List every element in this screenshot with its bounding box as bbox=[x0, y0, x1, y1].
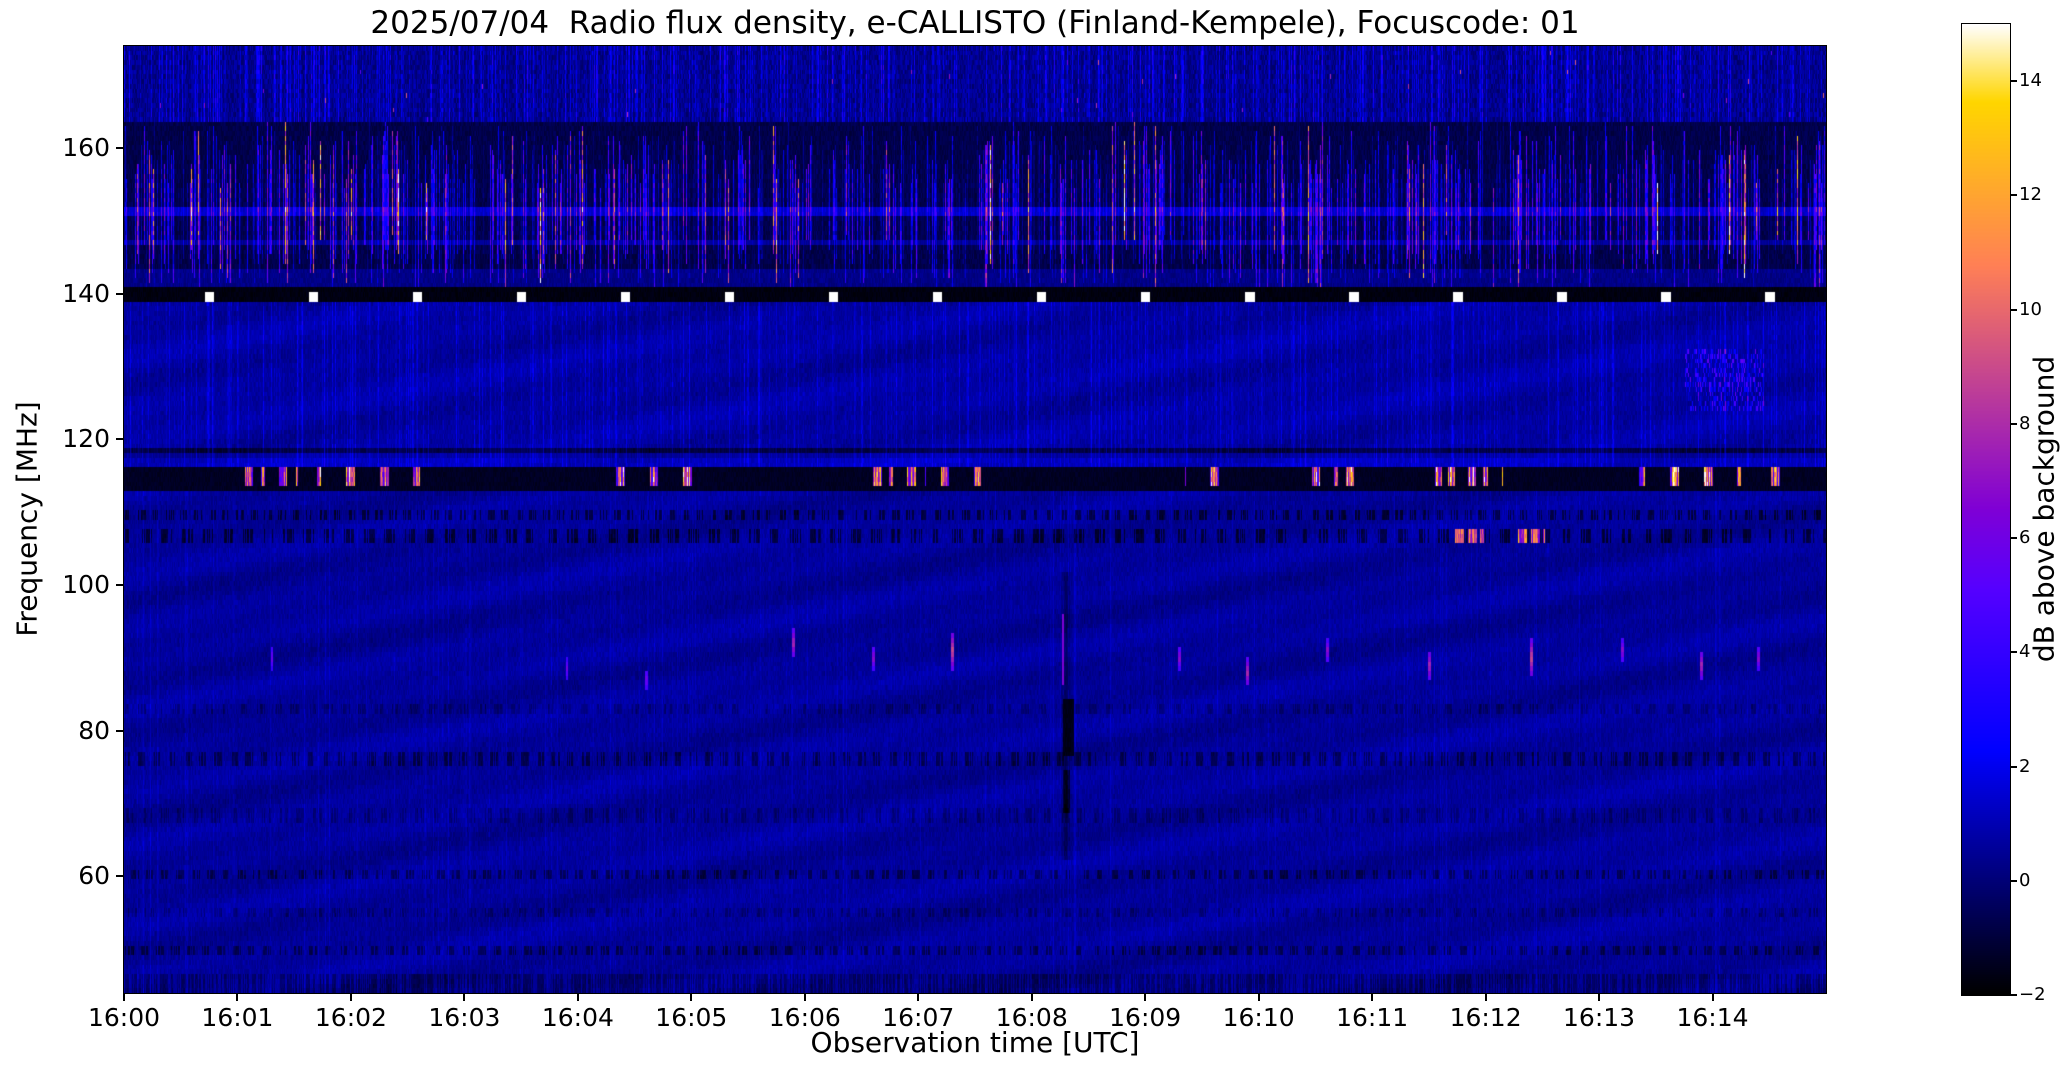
x-tick-mark bbox=[1144, 993, 1147, 1001]
x-tick-mark bbox=[1030, 993, 1033, 1001]
y-tick-label: 80 bbox=[78, 715, 110, 745]
x-tick-mark bbox=[1484, 993, 1487, 1001]
x-tick-mark bbox=[1598, 993, 1601, 1001]
x-tick-mark bbox=[123, 993, 125, 1001]
x-tick-mark bbox=[803, 993, 806, 1001]
x-tick-label: 16:09 bbox=[1109, 1003, 1182, 1032]
x-tick-mark bbox=[576, 993, 579, 1001]
colorbar-tick-mark bbox=[2010, 308, 2017, 311]
x-tick-mark bbox=[917, 993, 920, 1001]
x-axis-label: Observation time [UTC] bbox=[810, 1026, 1140, 1059]
y-tick-mark bbox=[116, 438, 124, 441]
colorbar-tick-label: 2 bbox=[2019, 755, 2031, 777]
colorbar-tick-mark bbox=[2010, 422, 2017, 425]
colorbar-canvas bbox=[1962, 24, 2010, 995]
x-tick-mark bbox=[236, 993, 239, 1001]
x-tick-mark bbox=[349, 993, 352, 1001]
colorbar-tick-mark bbox=[2010, 80, 2017, 83]
colorbar bbox=[1961, 23, 2011, 996]
y-tick-mark bbox=[116, 729, 124, 732]
spectrogram-canvas bbox=[124, 46, 1826, 993]
x-tick-mark bbox=[1257, 993, 1260, 1001]
colorbar-tick-mark bbox=[2010, 994, 2017, 996]
colorbar-tick-label: −2 bbox=[2019, 984, 2046, 1005]
colorbar-tick-mark bbox=[2010, 879, 2017, 882]
y-tick-label: 160 bbox=[62, 132, 110, 162]
y-tick-mark bbox=[116, 875, 124, 878]
x-tick-label: 16:04 bbox=[541, 1003, 614, 1032]
x-tick-label: 16:00 bbox=[87, 1003, 161, 1032]
x-tick-label: 16:05 bbox=[655, 1003, 728, 1032]
x-tick-mark bbox=[1371, 993, 1374, 1001]
colorbar-tick-mark bbox=[2010, 765, 2017, 768]
y-tick-mark bbox=[116, 584, 124, 587]
x-tick-label: 16:10 bbox=[1222, 1003, 1295, 1032]
colorbar-tick-mark bbox=[2010, 651, 2017, 654]
colorbar-tick-label: 14 bbox=[2019, 70, 2042, 92]
y-tick-label: 100 bbox=[62, 570, 110, 600]
x-tick-label: 16:02 bbox=[314, 1003, 387, 1032]
y-tick-mark bbox=[116, 292, 124, 295]
colorbar-tick-mark bbox=[2010, 194, 2017, 197]
x-tick-label: 16:12 bbox=[1449, 1003, 1522, 1032]
colorbar-label: dB above background bbox=[2027, 355, 2061, 663]
colorbar-tick-mark bbox=[2010, 537, 2017, 540]
x-tick-mark bbox=[690, 993, 693, 1001]
x-tick-label: 16:08 bbox=[995, 1003, 1068, 1032]
x-tick-label: 16:11 bbox=[1336, 1003, 1409, 1032]
colorbar-tick-label: 4 bbox=[2019, 641, 2031, 663]
colorbar-tick-label: 10 bbox=[2019, 298, 2042, 320]
x-tick-label: 16:13 bbox=[1563, 1003, 1636, 1032]
chart-title: 2025/07/04 Radio flux density, e-CALLIST… bbox=[370, 5, 1580, 41]
y-tick-label: 60 bbox=[78, 861, 110, 891]
colorbar-tick-label: 12 bbox=[2019, 184, 2042, 206]
x-tick-label: 16:06 bbox=[768, 1003, 841, 1032]
y-tick-label: 120 bbox=[62, 424, 110, 454]
x-tick-label: 16:01 bbox=[201, 1003, 274, 1032]
y-tick-mark bbox=[116, 146, 124, 149]
x-tick-label: 16:14 bbox=[1676, 1003, 1749, 1032]
y-tick-label: 140 bbox=[62, 278, 110, 308]
x-tick-mark bbox=[1711, 993, 1714, 1001]
colorbar-tick-label: 6 bbox=[2019, 527, 2031, 549]
colorbar-tick-label: 0 bbox=[2019, 869, 2031, 891]
x-tick-label: 16:07 bbox=[882, 1003, 955, 1032]
plot-area bbox=[123, 45, 1827, 994]
x-tick-label: 16:03 bbox=[428, 1003, 501, 1032]
colorbar-tick-label: 8 bbox=[2019, 412, 2031, 434]
x-tick-mark bbox=[463, 993, 466, 1001]
